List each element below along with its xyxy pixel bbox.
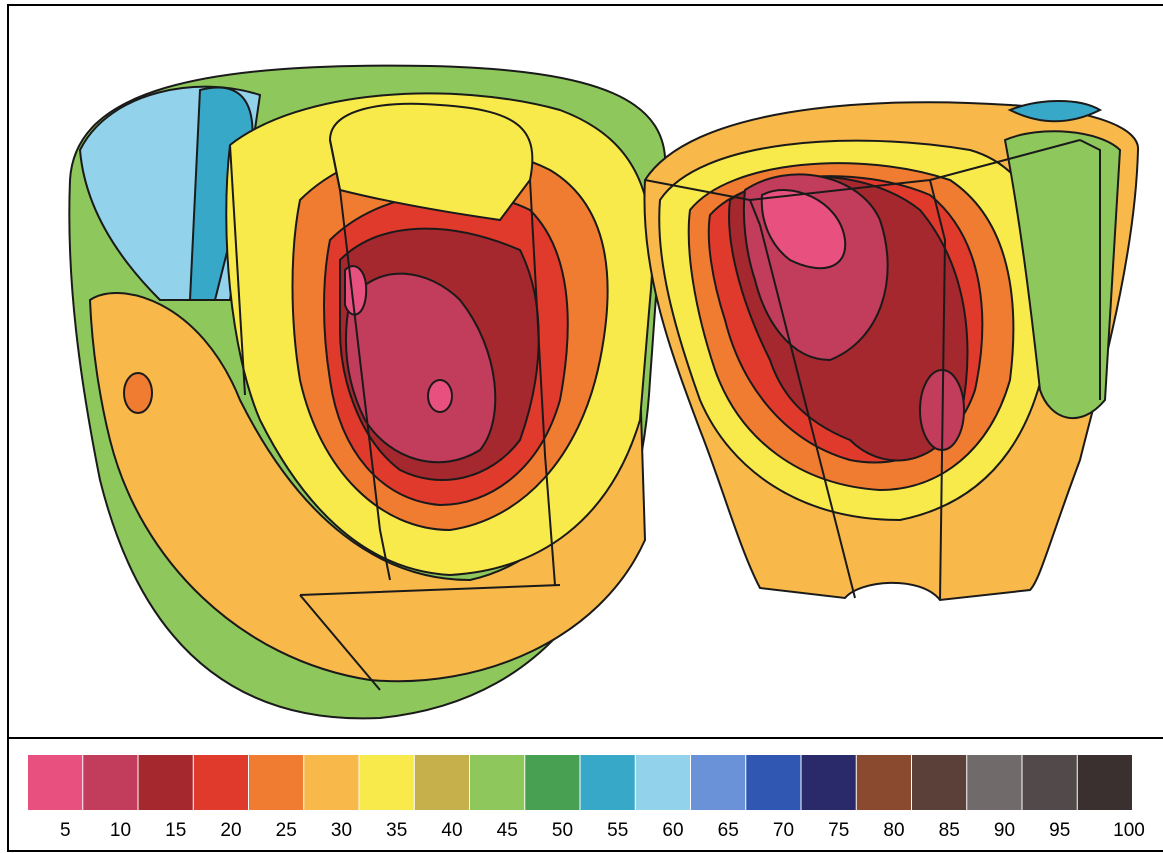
legend-tick-label: 35 bbox=[386, 820, 407, 841]
legend-swatch bbox=[28, 755, 82, 810]
legend-tick-label: 75 bbox=[828, 820, 849, 841]
legend-tick-label: 85 bbox=[939, 820, 960, 841]
heart-illustration bbox=[69, 66, 1138, 719]
figure: 5 10 15 20 25 30 35 40 45 50 55 60 65 70 75 80 85 90 95 100 bbox=[0, 0, 1163, 853]
legend-swatch bbox=[857, 755, 911, 810]
legend-swatch bbox=[802, 755, 856, 810]
legend-tick-label: 25 bbox=[276, 820, 297, 841]
legend-swatch bbox=[415, 755, 469, 810]
legend-swatch bbox=[470, 755, 524, 810]
legend-tick-label: 90 bbox=[994, 820, 1015, 841]
legend-tick-label: 15 bbox=[165, 820, 186, 841]
legend-swatch bbox=[967, 755, 1021, 810]
legend-tick-label: 100 bbox=[1113, 820, 1145, 841]
legend-swatch bbox=[83, 755, 137, 810]
legend-swatch bbox=[525, 755, 579, 810]
legend-swatch bbox=[139, 755, 193, 810]
legend-swatch bbox=[249, 755, 303, 810]
legend-tick-label: 30 bbox=[331, 820, 352, 841]
legend-tick-label: 5 bbox=[60, 820, 71, 841]
legend-swatch bbox=[636, 755, 690, 810]
legend-swatch bbox=[691, 755, 745, 810]
legend-swatch bbox=[912, 755, 966, 810]
legend-swatch bbox=[581, 755, 635, 810]
legend-tick-label: 10 bbox=[110, 820, 131, 841]
page: 5 10 15 20 25 30 35 40 45 50 55 60 65 70 75 80 85 90 95 100 bbox=[0, 0, 1163, 853]
legend-tick-label: 55 bbox=[607, 820, 628, 841]
legend: 5 10 15 20 25 30 35 40 45 50 55 60 65 70 75 80 85 90 95 100 bbox=[28, 755, 1145, 841]
legend-tick-label: 50 bbox=[552, 820, 573, 841]
legend-swatch bbox=[360, 755, 414, 810]
legend-swatch bbox=[1023, 755, 1077, 810]
legend-tick-label: 65 bbox=[718, 820, 739, 841]
legend-swatch bbox=[194, 755, 248, 810]
legend-tick-label: 20 bbox=[220, 820, 241, 841]
legend-tick-label: 40 bbox=[441, 820, 462, 841]
legend-tick-label: 95 bbox=[1049, 820, 1070, 841]
legend-swatch bbox=[1078, 755, 1132, 810]
legend-tick-label: 70 bbox=[773, 820, 794, 841]
legend-swatch bbox=[304, 755, 358, 810]
legend-tick-label: 80 bbox=[883, 820, 904, 841]
legend-tick-label: 45 bbox=[497, 820, 518, 841]
legend-swatch bbox=[746, 755, 800, 810]
legend-tick-label: 60 bbox=[662, 820, 683, 841]
